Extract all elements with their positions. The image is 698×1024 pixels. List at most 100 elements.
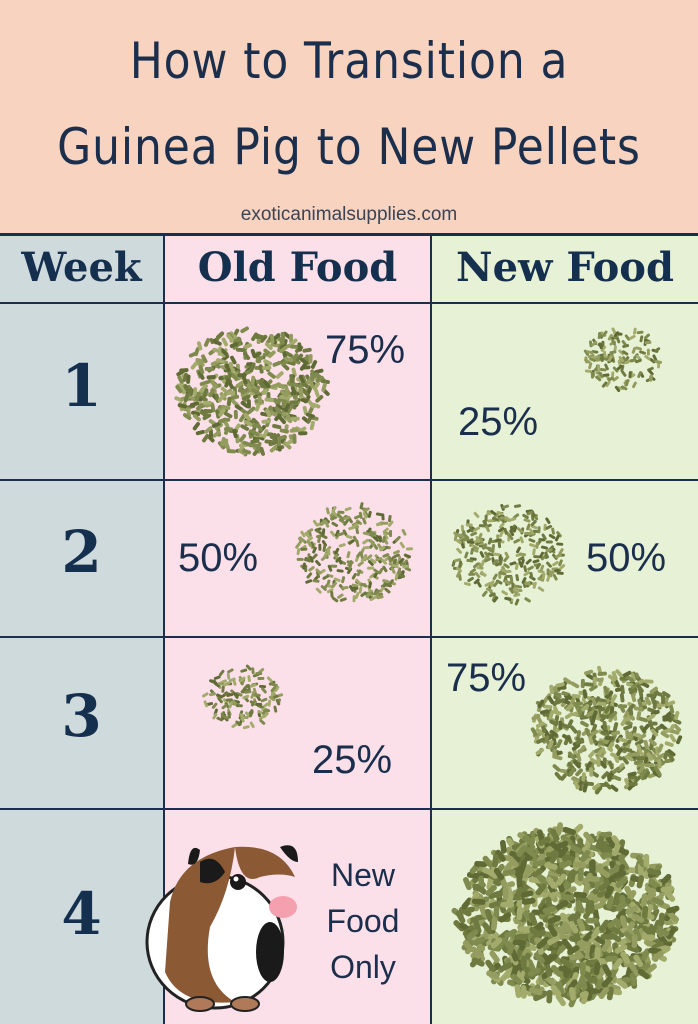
pellet [539,551,544,559]
pellet [635,358,642,364]
pellet [247,406,256,415]
pellet [509,525,516,533]
pellet [611,339,617,346]
pellet [555,840,569,850]
pellet [603,350,607,358]
pellet [560,722,570,729]
pellet [597,697,607,703]
pellet [228,677,236,683]
pellet [286,360,296,366]
pellet [573,780,580,790]
pellet [484,514,488,522]
pellet [567,751,576,760]
pellet [211,421,221,428]
pellet [253,392,263,399]
pellet [485,959,496,972]
pellet [560,893,575,901]
pellet [471,898,486,905]
pellet [268,695,276,702]
pellet [576,918,586,932]
pellet [198,365,205,375]
pellet [636,330,644,335]
pellet [629,972,637,987]
pellet [473,578,480,585]
pellet [625,675,635,683]
pellet [495,849,506,862]
pellet [622,739,632,747]
pellet [280,331,286,342]
pellet [209,692,216,697]
pellet [220,436,226,447]
pellet [460,524,465,532]
pellet [558,548,564,555]
pellet [225,698,233,702]
pellet [637,766,645,775]
pellet [618,737,628,743]
pellet [174,396,184,403]
pellet [631,682,640,690]
pellet [622,747,633,753]
pellet [595,835,605,849]
pellet [582,930,594,943]
pellet [486,970,500,980]
pellet [366,566,375,570]
pellet [602,330,608,337]
pellet [240,687,247,694]
pellet [306,528,314,534]
pellet [337,593,344,599]
pellet [620,385,628,391]
pellet [605,834,616,848]
pellet [477,532,483,540]
pellet [649,374,653,382]
pellet [539,709,550,715]
pellet [651,950,664,962]
pellet [456,547,463,554]
pellet [485,868,498,879]
pellet [255,672,263,676]
pellet [300,398,311,403]
pellet [657,743,664,753]
pellet [326,588,334,594]
pellet [484,908,494,923]
pellet [652,699,657,710]
pellet [394,573,399,581]
pellet [616,364,623,371]
pellet [249,710,254,718]
pellet [581,772,586,782]
pellet [635,756,646,761]
pellet [623,709,630,719]
pellet [262,429,269,439]
pellet [275,404,285,411]
pellet [629,358,637,363]
pellet [618,704,626,713]
pellet [299,357,309,365]
pellet [638,716,649,723]
pellet [272,432,278,443]
pellet [499,962,513,972]
pellet [470,531,478,537]
pellet [314,388,320,398]
pellet [484,551,490,558]
pellet [667,911,679,923]
pellet [466,929,479,940]
pellet [241,394,251,401]
pellet [182,372,188,382]
pellet [604,886,615,899]
pellet [221,703,228,710]
pellet [199,380,209,387]
pellet [615,877,628,888]
week-number: 3 [61,682,102,750]
pellet [255,335,265,340]
pellet [474,860,488,868]
pellet [532,559,540,564]
pellet [383,533,389,540]
pellet [218,669,225,677]
pellet [631,347,637,354]
pellet [215,409,221,419]
pellet [473,920,482,934]
pellet [595,976,604,990]
pellet-pile-new-week-3 [530,665,683,795]
pellet [516,906,523,921]
pellet [309,555,314,563]
pellet [329,530,336,537]
